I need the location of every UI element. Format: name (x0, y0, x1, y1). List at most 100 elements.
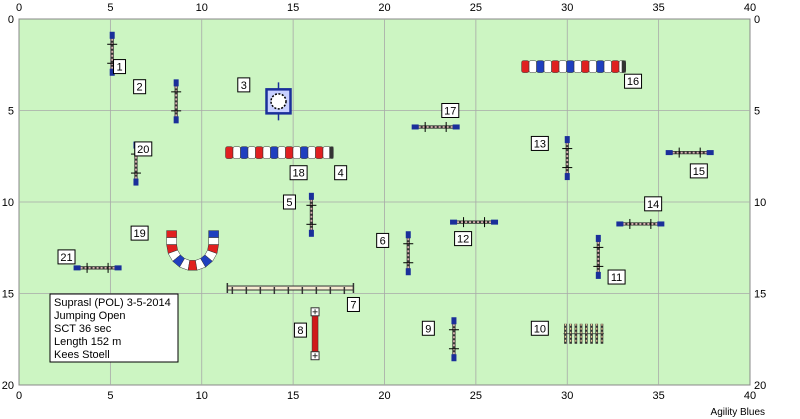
wing-right (706, 150, 714, 156)
tire-3 (265, 82, 292, 121)
tunnel-segment (307, 146, 316, 159)
obstacle-number-21: 21 (60, 252, 72, 264)
y-tick-label-left: 15 (2, 289, 14, 301)
tunnel-segment (270, 146, 279, 159)
jump-9 (448, 317, 459, 362)
x-tick-label-bottom: 30 (561, 390, 573, 402)
tunnel-segment (255, 146, 264, 159)
y-tick-label-right: 15 (754, 289, 766, 301)
tunnel-segment (573, 60, 582, 73)
y-tick-label-left: 10 (2, 197, 14, 209)
obstacle-number-6: 6 (380, 235, 386, 247)
x-tick-label-top: 10 (196, 2, 208, 14)
obstacle-number-17: 17 (444, 106, 456, 118)
tunnel-segment (240, 146, 249, 159)
obstacle-number-7: 7 (350, 299, 356, 311)
dogwalk-8 (310, 307, 320, 361)
obstacle-number-3: 3 (241, 80, 247, 92)
tunnel-segment (207, 244, 219, 254)
wing-bottom (133, 178, 139, 186)
y-tick-label-right: 20 (754, 380, 766, 392)
tunnel-segment (300, 146, 309, 159)
dogwalk-plank (311, 311, 319, 356)
x-tick-label-top: 15 (287, 2, 299, 14)
jump-13 (562, 136, 573, 181)
obstacle-number-1: 1 (116, 62, 122, 74)
x-tick-label-bottom: 25 (470, 390, 482, 402)
tunnel-4 (225, 146, 334, 159)
tunnel-segment (521, 60, 530, 73)
tunnel-segment (551, 60, 560, 73)
tunnel-segment (277, 146, 286, 159)
wing-right (452, 124, 460, 130)
obstacle-label-box (421, 320, 435, 336)
tire-ring (270, 93, 287, 110)
obstacle-label-box (530, 320, 549, 336)
tunnel-segment (208, 237, 219, 245)
obstacle-number-2: 2 (137, 82, 143, 94)
obstacle-label-box (624, 73, 643, 89)
info-line-judge: Kees Stoell (54, 349, 110, 361)
weave-10 (563, 323, 604, 344)
x-tick-label-bottom: 10 (196, 390, 208, 402)
x-tick-label-bottom: 5 (107, 390, 113, 402)
obstacle-number-16: 16 (627, 76, 639, 88)
wing-left (616, 221, 624, 227)
info-line-event: Suprasl (POL) 3-5-2014 (54, 297, 171, 309)
tunnel-end (621, 60, 626, 73)
obstacle-number-5: 5 (286, 197, 292, 209)
obstacle-label-box (376, 232, 390, 248)
obstacle-label-box (237, 77, 251, 93)
obstacle-label-box (289, 165, 308, 181)
wing-left (73, 265, 81, 271)
x-tick-label-top: 20 (378, 2, 390, 14)
wing-top (405, 231, 411, 239)
tunnel-segment (262, 146, 271, 159)
info-line-length: Length 152 m (54, 336, 121, 348)
tunnel-end (329, 146, 334, 159)
obstacle-number-19: 19 (133, 228, 145, 240)
wall-7 (226, 283, 355, 295)
obstacle-label-box (530, 135, 549, 151)
tunnel-segment (611, 60, 620, 73)
wing-left (411, 124, 419, 130)
jump-6 (403, 231, 414, 276)
tunnel-segment (292, 146, 301, 159)
wing-top (173, 79, 179, 87)
obstacle-label-box (293, 322, 307, 338)
obstacle-label-box (133, 79, 147, 95)
obstacle-label-box (441, 103, 460, 118)
x-tick-label-bottom: 15 (287, 390, 299, 402)
tunnel-19 (166, 230, 219, 271)
obstacle-label-box (689, 163, 708, 179)
wing-top (595, 234, 601, 242)
obstacle-number-15: 15 (693, 166, 705, 178)
obstacle-label-box (644, 196, 663, 212)
x-tick-label-top: 35 (653, 2, 665, 14)
jump-2 (171, 79, 182, 124)
obstacle-label-box (282, 194, 296, 210)
wing-left (450, 219, 458, 225)
x-tick-label-top: 5 (107, 2, 113, 14)
x-tick-label-top: 25 (470, 2, 482, 14)
wing-bottom (451, 354, 457, 362)
tunnel-segment (588, 60, 597, 73)
jump-11 (593, 234, 604, 279)
obstacle-label-box (113, 59, 127, 75)
wing-bottom (109, 68, 115, 76)
info-line-class: Jumping Open (54, 310, 126, 322)
x-tick-label-bottom: 0 (16, 390, 22, 402)
tunnel-segment (166, 237, 177, 245)
wing-right (114, 265, 122, 271)
tunnel-16 (521, 60, 626, 73)
obstacle-label-box (346, 296, 360, 312)
obstacle-label-box (130, 225, 149, 241)
obstacle-number-10: 10 (534, 323, 546, 335)
tunnel-segment (566, 60, 575, 73)
obstacle-label-box (134, 141, 153, 157)
wing-bottom (405, 268, 411, 276)
tunnel-segment (558, 60, 567, 73)
